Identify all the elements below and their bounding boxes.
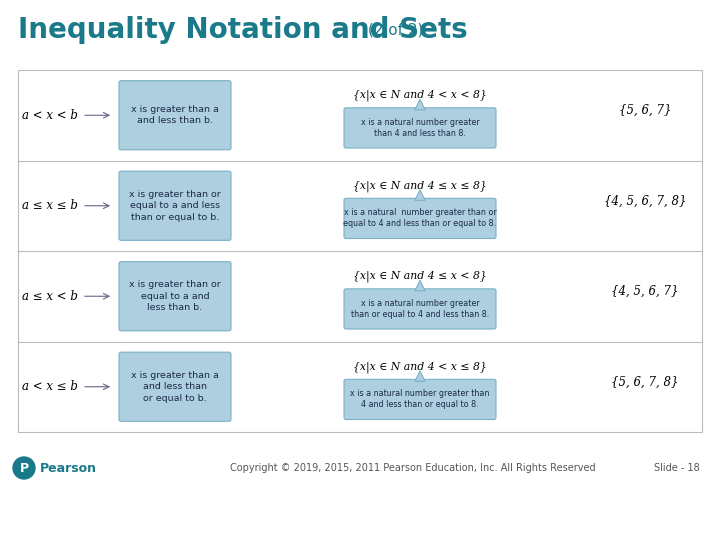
- FancyBboxPatch shape: [119, 80, 231, 150]
- Text: {5, 6, 7}: {5, 6, 7}: [618, 104, 671, 117]
- Text: x is greater than or
equal to a and less
than or equal to b.: x is greater than or equal to a and less…: [129, 190, 221, 222]
- Text: {x|x ∈ N and 4 ≤ x < 8}: {x|x ∈ N and 4 ≤ x < 8}: [353, 271, 487, 282]
- Text: a ≤ x ≤ b: a ≤ x ≤ b: [22, 199, 78, 212]
- Text: Copyright © 2019, 2015, 2011 Pearson Education, Inc. All Rights Reserved: Copyright © 2019, 2015, 2011 Pearson Edu…: [230, 463, 595, 473]
- Polygon shape: [415, 280, 425, 291]
- Text: a ≤ x < b: a ≤ x < b: [22, 290, 78, 303]
- Text: x is a natural number greater
than or equal to 4 and less than 8.: x is a natural number greater than or eq…: [351, 299, 489, 319]
- Text: {x|x ∈ N and 4 < x ≤ 8}: {x|x ∈ N and 4 < x ≤ 8}: [353, 361, 487, 373]
- Text: a < x < b: a < x < b: [22, 109, 78, 122]
- Text: {4, 5, 6, 7, 8}: {4, 5, 6, 7, 8}: [604, 195, 686, 208]
- Bar: [18, 70, 702, 432]
- FancyBboxPatch shape: [119, 352, 231, 421]
- FancyBboxPatch shape: [344, 289, 496, 329]
- Text: x is greater than or
equal to a and
less than b.: x is greater than or equal to a and less…: [129, 280, 221, 312]
- Text: {5, 6, 7, 8}: {5, 6, 7, 8}: [611, 376, 679, 389]
- Text: Slide - 18: Slide - 18: [654, 463, 700, 473]
- Circle shape: [13, 457, 35, 479]
- Text: Inequality Notation and Sets: Inequality Notation and Sets: [18, 16, 468, 44]
- Text: x is greater than a
and less than
or equal to b.: x is greater than a and less than or equ…: [131, 371, 219, 403]
- Text: x is a natural number greater than
4 and less than or equal to 8.: x is a natural number greater than 4 and…: [351, 389, 490, 409]
- Text: a < x ≤ b: a < x ≤ b: [22, 380, 78, 393]
- FancyBboxPatch shape: [344, 379, 496, 420]
- Text: (2 of 2): (2 of 2): [363, 23, 423, 37]
- Polygon shape: [415, 190, 425, 200]
- Text: {x|x ∈ N and 4 < x < 8}: {x|x ∈ N and 4 < x < 8}: [353, 90, 487, 101]
- Text: Pearson: Pearson: [40, 462, 97, 475]
- Text: x is greater than a
and less than b.: x is greater than a and less than b.: [131, 105, 219, 125]
- Text: x is a natural  number greater than or
equal to 4 and less than or equal to 8.: x is a natural number greater than or eq…: [343, 208, 497, 228]
- Text: x is a natural number greater
than 4 and less than 8.: x is a natural number greater than 4 and…: [361, 118, 480, 138]
- Polygon shape: [415, 371, 425, 381]
- Polygon shape: [415, 99, 425, 110]
- FancyBboxPatch shape: [119, 262, 231, 331]
- FancyBboxPatch shape: [344, 108, 496, 148]
- Text: {x|x ∈ N and 4 ≤ x ≤ 8}: {x|x ∈ N and 4 ≤ x ≤ 8}: [353, 180, 487, 192]
- Text: P: P: [19, 462, 29, 475]
- FancyBboxPatch shape: [119, 171, 231, 240]
- Text: {4, 5, 6, 7}: {4, 5, 6, 7}: [611, 285, 679, 298]
- FancyBboxPatch shape: [344, 198, 496, 239]
